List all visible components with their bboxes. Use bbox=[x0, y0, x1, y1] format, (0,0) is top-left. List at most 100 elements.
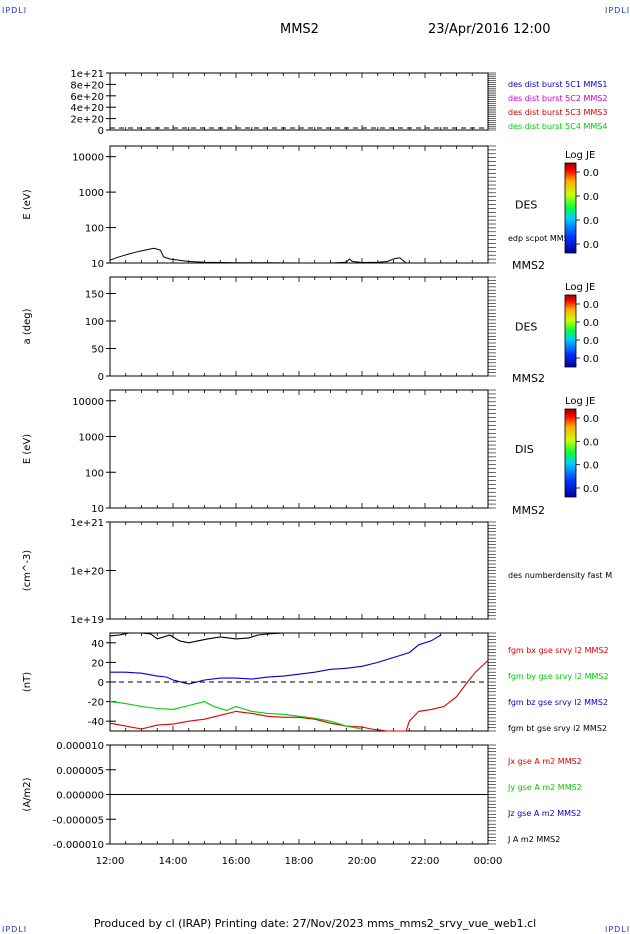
fgm-series-line-0 bbox=[109, 659, 489, 732]
fgm-y-axis-label: (nT) bbox=[22, 672, 33, 692]
dist-burst-legend-label: des dist burst 5C3 MMS3 bbox=[508, 108, 607, 117]
des-pitch-y-tick-label: 100 bbox=[85, 317, 104, 328]
x-axis-tick-label: 18:00 bbox=[285, 856, 314, 867]
des-energy-satellite-label: MMS2 bbox=[512, 259, 545, 272]
des-energy-y-tick-label: 10 bbox=[91, 259, 104, 270]
current-y-axis-label: (A/m2) bbox=[22, 777, 33, 811]
dis-energy-y-tick-label: 100 bbox=[85, 468, 104, 479]
spacecraft-title: MMS2 bbox=[280, 22, 319, 37]
des-energy-frame bbox=[109, 145, 489, 264]
dis-energy-y-tick-label: 10 bbox=[91, 504, 104, 515]
dis-energy-colorbar-tick-label: 0.0 bbox=[583, 461, 599, 472]
des-pitch-y-tick-label: 0 bbox=[98, 372, 104, 383]
des-energy-y-tick-label: 10000 bbox=[72, 153, 104, 164]
numberdensity-y-tick-label: 1e+21 bbox=[70, 518, 104, 529]
des-pitch-y-tick-label: 50 bbox=[91, 345, 104, 356]
dist-burst-y-tick-label: 4e+20 bbox=[70, 103, 104, 114]
dis-energy-satellite-label: MMS2 bbox=[512, 504, 545, 517]
des-pitch-y-tick-label: 150 bbox=[85, 290, 104, 301]
x-axis-tick-label: 16:00 bbox=[222, 856, 251, 867]
corner-label-top-left: IPDLI bbox=[2, 6, 28, 15]
dist-burst-legend-label: des dist burst 5C4 MMS4 bbox=[508, 122, 607, 131]
current-legend-label: Jz gse A m2 MMS2 bbox=[507, 809, 581, 818]
current-y-tick-label: -0.000005 bbox=[53, 815, 104, 826]
dist-burst-y-tick-label: 2e+20 bbox=[70, 115, 104, 126]
current-legend-label: Jx gse A m2 MMS2 bbox=[507, 757, 582, 766]
dist-burst-legend-label: des dist burst 5C2 MMS2 bbox=[508, 94, 607, 103]
corner-label-bottom-right: IPDLI bbox=[605, 925, 630, 934]
des-pitch-colorbar-tick-label: 0.0 bbox=[583, 354, 599, 365]
des-energy-overlay-label: edp scpot MMS2 bbox=[508, 234, 574, 243]
fgm-series-line-1 bbox=[109, 701, 363, 730]
des-pitch-colorbar-title: Log JE bbox=[565, 282, 595, 293]
fgm-series-line-3 bbox=[109, 632, 290, 644]
des-energy-colorbar-tick-label: 0.0 bbox=[583, 240, 599, 251]
dis-energy-instrument-label: DIS bbox=[515, 443, 534, 456]
corner-label-top-right: IPDLI bbox=[605, 6, 630, 15]
numberdensity-y-axis-label: (cm^-3) bbox=[22, 550, 33, 591]
x-axis-tick-label: 20:00 bbox=[348, 856, 377, 867]
numberdensity-legend-label: des numberdensity fast M bbox=[508, 571, 612, 580]
corner-label-bottom-left: IPDLI bbox=[2, 925, 28, 934]
des-pitch-y-axis-label: a (deg) bbox=[22, 308, 33, 344]
dis-energy-colorbar-title: Log JE bbox=[565, 396, 595, 407]
fgm-y-tick-label: -20 bbox=[88, 698, 104, 709]
numberdensity-frame bbox=[109, 521, 489, 620]
des-pitch-frame bbox=[109, 276, 489, 377]
fgm-series-line-2 bbox=[110, 634, 442, 685]
dist-burst-y-tick-label: 6e+20 bbox=[70, 92, 104, 103]
x-axis-tick-label: 00:00 bbox=[474, 856, 503, 867]
current-y-tick-label: -0.000010 bbox=[53, 840, 104, 851]
current-y-tick-label: 0.000005 bbox=[56, 766, 104, 777]
des-energy-colorbar-tick-label: 0.0 bbox=[583, 168, 599, 179]
x-axis-tick-label: 22:00 bbox=[411, 856, 440, 867]
current-y-tick-label: 0.000000 bbox=[56, 791, 104, 802]
fgm-y-tick-label: 20 bbox=[91, 658, 104, 669]
des-pitch-satellite-label: MMS2 bbox=[512, 372, 545, 385]
numberdensity-y-tick-label: 1e+20 bbox=[70, 567, 104, 578]
des-energy-colorbar-tick-label: 0.0 bbox=[583, 192, 599, 203]
dis-energy-colorbar-tick-label: 0.0 bbox=[583, 437, 599, 448]
current-legend-label: Jy gse A m2 MMS2 bbox=[507, 783, 582, 792]
fgm-y-tick-label: 40 bbox=[91, 639, 104, 650]
des-energy-y-tick-label: 100 bbox=[85, 224, 104, 235]
dis-energy-colorbar-tick-label: 0.0 bbox=[583, 414, 599, 425]
x-axis-tick-label: 14:00 bbox=[159, 856, 188, 867]
fgm-y-tick-label: -40 bbox=[88, 717, 104, 728]
dis-energy-colorbar-tick-label: 0.0 bbox=[583, 484, 599, 495]
dis-energy-y-axis-label: E (eV) bbox=[22, 434, 33, 464]
des-energy-overlay-line bbox=[109, 247, 407, 264]
des-pitch-colorbar bbox=[564, 294, 577, 368]
dist-burst-y-tick-label: 1e+21 bbox=[70, 69, 104, 80]
numberdensity-y-tick-label: 1e+19 bbox=[70, 615, 104, 626]
des-pitch-colorbar-tick-label: 0.0 bbox=[583, 336, 599, 347]
des-energy-colorbar-tick-label: 0.0 bbox=[583, 216, 599, 227]
current-legend-label: J A m2 MMS2 bbox=[507, 835, 560, 844]
des-energy-y-tick-label: 1000 bbox=[79, 188, 104, 199]
des-energy-colorbar-title: Log JE bbox=[565, 150, 595, 161]
dis-energy-y-tick-label: 1000 bbox=[79, 433, 104, 444]
dist-burst-y-tick-label: 0 bbox=[98, 126, 104, 137]
fgm-legend-label: fgm bt gse srvy l2 MMS2 bbox=[508, 724, 607, 733]
x-axis-tick-label: 12:00 bbox=[96, 856, 125, 867]
des-energy-colorbar bbox=[564, 162, 577, 254]
dis-energy-y-tick-label: 10000 bbox=[72, 397, 104, 408]
fgm-legend-label: fgm bz gse srvy l2 MMS2 bbox=[508, 698, 608, 707]
footer-credit: Produced by cl (IRAP) Printing date: 27/… bbox=[93, 917, 537, 930]
fgm-legend-label: fgm bx gse srvy l2 MMS2 bbox=[508, 646, 609, 655]
current-y-tick-label: 0.000010 bbox=[56, 741, 104, 752]
des-pitch-colorbar-tick-label: 0.0 bbox=[583, 318, 599, 329]
dist-burst-frame bbox=[109, 72, 489, 131]
des-energy-instrument-label: DES bbox=[515, 199, 537, 212]
fgm-legend-label: fgm by gse srvy l2 MMS2 bbox=[508, 672, 609, 681]
des-pitch-colorbar-tick-label: 0.0 bbox=[583, 300, 599, 311]
dis-energy-colorbar bbox=[564, 408, 577, 498]
fgm-y-tick-label: 0 bbox=[98, 678, 104, 689]
des-pitch-instrument-label: DES bbox=[515, 321, 537, 334]
des-energy-y-axis-label: E (eV) bbox=[22, 189, 33, 219]
dis-energy-frame bbox=[109, 389, 489, 509]
plot-date: 23/Apr/2016 12:00 bbox=[428, 22, 551, 37]
dist-burst-legend-label: des dist burst 5C1 MMS1 bbox=[508, 80, 607, 89]
dist-burst-y-tick-label: 8e+20 bbox=[70, 80, 104, 91]
